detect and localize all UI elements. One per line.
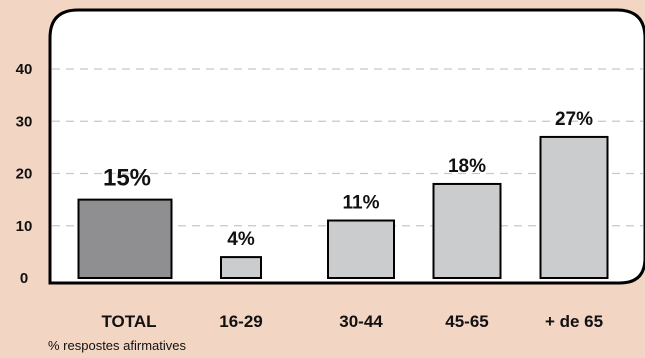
x-category-label: 45-65 bbox=[445, 312, 488, 331]
data-label: 4% bbox=[227, 229, 255, 250]
y-tick-label: 20 bbox=[16, 166, 33, 183]
y-tick-label: 0 bbox=[20, 270, 28, 287]
data-label: 11% bbox=[343, 193, 380, 214]
y-tick-label: 10 bbox=[16, 218, 33, 235]
bar-de-65 bbox=[539, 135, 609, 279]
chart-footnote: % respostes afirmatives bbox=[48, 338, 186, 353]
y-tick-label: 30 bbox=[16, 113, 33, 130]
data-label: 27% bbox=[555, 109, 593, 130]
y-tick-label: 40 bbox=[16, 61, 33, 78]
bar-total bbox=[77, 198, 173, 279]
data-label: 15% bbox=[103, 165, 151, 192]
x-category-label: TOTAL bbox=[101, 312, 156, 331]
bar-45-65 bbox=[432, 182, 502, 279]
x-category-label: 16-29 bbox=[219, 312, 262, 331]
x-category-label: 30-44 bbox=[339, 312, 383, 331]
data-label: 18% bbox=[448, 156, 486, 177]
bar-30-44 bbox=[327, 219, 395, 279]
bar-16-29 bbox=[220, 256, 262, 280]
x-category-label: + de 65 bbox=[545, 312, 603, 331]
